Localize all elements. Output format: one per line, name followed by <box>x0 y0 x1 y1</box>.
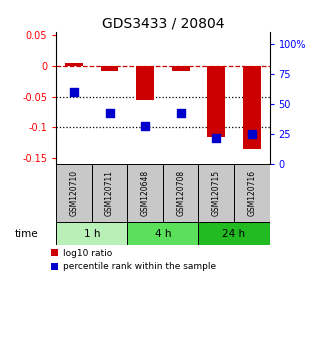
Bar <box>127 222 198 245</box>
Legend: log10 ratio, percentile rank within the sample: log10 ratio, percentile rank within the … <box>50 248 217 272</box>
Bar <box>234 164 270 222</box>
Bar <box>198 164 234 222</box>
Point <box>71 89 76 95</box>
Text: 1 h: 1 h <box>83 229 100 239</box>
Text: 24 h: 24 h <box>222 229 246 239</box>
Point <box>178 110 183 115</box>
Bar <box>198 222 270 245</box>
Point <box>143 123 148 129</box>
Bar <box>243 66 261 149</box>
Bar <box>172 66 190 71</box>
Point <box>249 131 255 137</box>
Text: GSM120708: GSM120708 <box>176 170 185 216</box>
Bar <box>136 66 154 99</box>
Point <box>107 110 112 115</box>
Bar <box>127 164 163 222</box>
Title: GDS3433 / 20804: GDS3433 / 20804 <box>102 17 224 31</box>
Text: GSM120715: GSM120715 <box>212 170 221 216</box>
Text: time: time <box>15 229 39 239</box>
Bar <box>92 164 127 222</box>
Text: GSM120711: GSM120711 <box>105 170 114 216</box>
Bar <box>56 164 92 222</box>
Text: GSM120716: GSM120716 <box>247 170 256 216</box>
Bar <box>65 63 83 66</box>
Text: GSM120710: GSM120710 <box>69 170 78 216</box>
Bar <box>207 66 225 137</box>
Bar <box>56 222 127 245</box>
Text: 4 h: 4 h <box>155 229 171 239</box>
Point <box>214 135 219 141</box>
Text: GSM120648: GSM120648 <box>141 170 150 216</box>
Bar <box>101 66 118 71</box>
Bar <box>163 164 198 222</box>
